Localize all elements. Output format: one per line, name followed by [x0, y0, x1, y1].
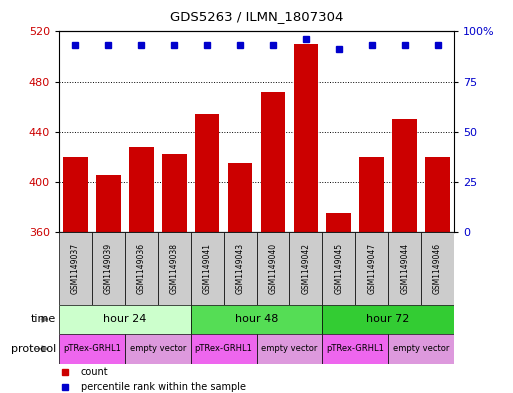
Bar	[425, 157, 450, 232]
Bar	[421, 232, 454, 305]
Bar	[59, 305, 191, 334]
Text: GSM1149043: GSM1149043	[235, 242, 245, 294]
Bar	[388, 334, 454, 364]
Bar	[195, 114, 220, 232]
Bar	[256, 334, 322, 364]
Text: GSM1149037: GSM1149037	[71, 242, 80, 294]
Text: time: time	[31, 314, 56, 324]
Bar	[191, 334, 256, 364]
Text: GSM1149047: GSM1149047	[367, 242, 376, 294]
Text: percentile rank within the sample: percentile rank within the sample	[81, 382, 246, 391]
Text: GSM1149045: GSM1149045	[334, 242, 343, 294]
Bar	[322, 334, 388, 364]
Bar	[355, 232, 388, 305]
Text: pTRex-GRHL1: pTRex-GRHL1	[194, 344, 252, 353]
Text: GSM1149041: GSM1149041	[203, 243, 212, 294]
Bar	[388, 232, 421, 305]
Bar	[224, 232, 256, 305]
Bar	[63, 157, 88, 232]
Bar	[261, 92, 285, 232]
Bar	[293, 44, 318, 232]
Bar	[96, 176, 121, 232]
Bar	[392, 119, 417, 232]
Text: pTRex-GRHL1: pTRex-GRHL1	[326, 344, 384, 353]
Text: empty vector: empty vector	[261, 344, 318, 353]
Bar	[125, 334, 191, 364]
Bar	[191, 305, 322, 334]
Bar	[158, 232, 191, 305]
Text: GSM1149046: GSM1149046	[433, 242, 442, 294]
Text: GSM1149042: GSM1149042	[301, 243, 310, 294]
Text: GSM1149039: GSM1149039	[104, 242, 113, 294]
Text: GDS5263 / ILMN_1807304: GDS5263 / ILMN_1807304	[170, 10, 343, 23]
Text: empty vector: empty vector	[130, 344, 186, 353]
Bar	[92, 232, 125, 305]
Bar	[129, 147, 153, 232]
Bar	[360, 157, 384, 232]
Bar	[228, 163, 252, 232]
Text: hour 48: hour 48	[235, 314, 278, 324]
Bar	[125, 232, 158, 305]
Bar	[162, 154, 187, 232]
Bar	[59, 232, 92, 305]
Text: empty vector: empty vector	[393, 344, 449, 353]
Bar	[59, 334, 125, 364]
Text: protocol: protocol	[11, 344, 56, 354]
Text: hour 72: hour 72	[366, 314, 410, 324]
Bar	[191, 232, 224, 305]
Text: hour 24: hour 24	[103, 314, 147, 324]
Text: GSM1149036: GSM1149036	[137, 242, 146, 294]
Bar	[326, 213, 351, 232]
Text: pTRex-GRHL1: pTRex-GRHL1	[63, 344, 121, 353]
Bar	[289, 232, 322, 305]
Text: GSM1149040: GSM1149040	[268, 242, 278, 294]
Bar	[256, 232, 289, 305]
Text: GSM1149044: GSM1149044	[400, 242, 409, 294]
Text: count: count	[81, 367, 108, 377]
Text: GSM1149038: GSM1149038	[170, 243, 179, 294]
Bar	[322, 232, 355, 305]
Bar	[322, 305, 454, 334]
